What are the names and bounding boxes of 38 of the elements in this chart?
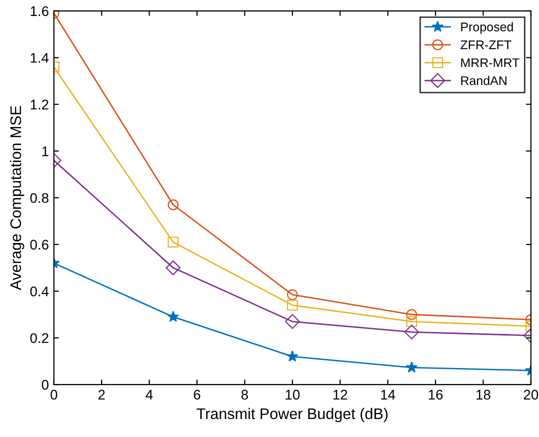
x-tick-label: 8 [241,390,248,400]
point [286,350,298,362]
legend-label: ZFR-ZFT [460,40,512,50]
x-tick-label: 10 [286,390,300,400]
y-tick-label: 1 [42,146,48,156]
x-tick-label: 20 [524,390,538,400]
x-tick-label: 16 [428,390,443,400]
point [168,199,179,210]
point [406,309,418,320]
point [406,316,418,327]
point [406,361,418,373]
y-tick-label: 1.6 [30,6,48,16]
x-tick-label: 18 [476,390,490,400]
x-tick-label: 14 [381,390,396,400]
point [284,314,300,329]
point [167,310,179,322]
x-tick-label: 12 [333,390,348,400]
y-axis-title: Average Computation MSE [10,106,24,290]
y-tick-label: 0.2 [30,333,48,344]
point [404,324,420,340]
x-tick-label: 4 [146,390,153,400]
x-tick-label: 2 [98,390,105,400]
y-tick-label: 0 [42,380,48,390]
y-tick-label: 1.4 [30,53,49,63]
legend-label: MRR-MRT [461,58,520,68]
x-axis-title: Transmit Power Budget (dB) [196,408,388,422]
point [166,260,181,276]
point [286,300,298,311]
y-tick-label: 0.8 [30,193,48,203]
legend-label: RandAN [461,76,506,86]
point [286,289,298,300]
x-tick-label: 0 [50,390,58,400]
point [168,236,179,248]
legend-label: Proposed [461,22,513,34]
y-tick-label: 0.4 [30,286,49,296]
y-tick-label: 0.6 [30,240,48,250]
x-tick-label: 6 [194,390,200,400]
y-tick-label: 1.2 [30,100,48,110]
